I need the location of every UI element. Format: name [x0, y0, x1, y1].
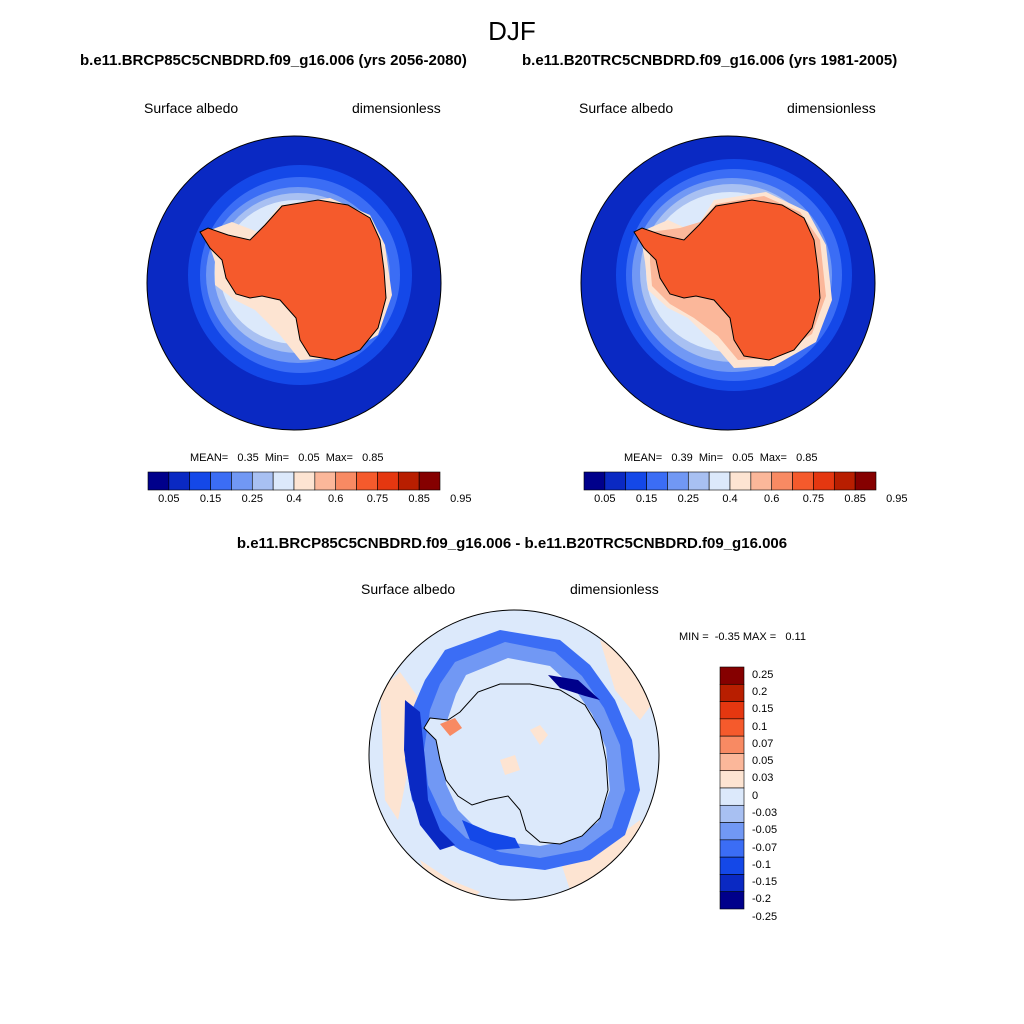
left-colorbar-tick-label: 0.85 — [408, 493, 430, 505]
right-colorbar — [583, 471, 877, 491]
diff-colorbar-box — [719, 683, 745, 702]
diff-colorbar-box — [719, 666, 745, 685]
diff-colorbar-ticks: 0.25 0.2 0.15 0.1 0.07 0.05 0.03 0 -0.03 -0.05 -0.… — [750, 667, 810, 923]
left-colorbar-tick-label: 0.95 — [450, 493, 472, 505]
right-colorbar-tick-label: 0.85 — [844, 493, 866, 505]
diff-colorbar-tick-label: -0.2 — [752, 893, 771, 906]
left-colorbar-tick-label: 0.05 — [158, 493, 180, 505]
left-variable-label: Surface albedo — [144, 100, 239, 116]
right-colorbar-box — [625, 471, 647, 491]
left-stats: MEAN= 0.35 Min= 0.05 Max= 0.85 — [190, 452, 384, 464]
left-colorbar-box — [397, 471, 420, 491]
right-colorbar-tick-label: 0.95 — [886, 493, 908, 505]
left-colorbar-box — [293, 471, 316, 491]
diff-colorbar-box — [719, 874, 745, 893]
left-colorbar-tick-label: 0.6 — [328, 493, 344, 505]
diff-stats: MIN = -0.35 MAX = 0.11 — [679, 631, 806, 643]
right-colorbar-box — [604, 471, 627, 491]
diff-colorbar-tick-label: 0.25 — [752, 668, 774, 681]
diff-case-title: b.e11.BRCP85C5CNBDRD.f09_g16.006 - b.e11… — [236, 535, 788, 552]
right-colorbar-box — [729, 471, 752, 491]
diff-colorbar-tick-label: 0.05 — [752, 755, 774, 768]
left-colorbar-box — [251, 471, 274, 491]
diff-colorbar-tick-label: -0.15 — [752, 876, 778, 889]
right-colorbar-box — [583, 471, 606, 491]
diff-colorbar-tick-label: 0.2 — [752, 685, 768, 698]
diff-colorbar-box — [719, 839, 745, 858]
diff-colorbar-tick-label: -0.03 — [752, 806, 778, 819]
right-antarctica-land — [633, 199, 821, 361]
diff-colorbar-box — [719, 822, 745, 841]
diff-colorbar-tick-label: -0.1 — [752, 858, 771, 871]
right-case-title: b.e11.B20TRC5CNBDRD.f09_g16.006 (yrs 198… — [522, 52, 898, 69]
diff-colorbar-box — [719, 856, 745, 875]
diff-colorbar-tick-label: 0.03 — [752, 772, 774, 785]
right-colorbar-box — [771, 471, 793, 491]
main-title: DJF — [488, 16, 536, 46]
diff-colorbar-tick-label: -0.05 — [752, 824, 778, 837]
left-colorbar-box — [356, 471, 378, 491]
right-colorbar-box — [750, 471, 773, 491]
right-colorbar-box — [708, 471, 731, 491]
diff-colorbar-box — [719, 804, 745, 823]
right-colorbar-tick-label: 0.15 — [635, 493, 658, 505]
left-colorbar-box — [231, 471, 253, 491]
left-colorbar-tick-label: 0.25 — [241, 493, 263, 505]
right-colorbar-box — [792, 471, 814, 491]
right-variable-label: Surface albedo — [579, 100, 674, 116]
diff-units-label: dimensionless — [570, 581, 659, 597]
right-colorbar-tick-label: 0.75 — [802, 493, 825, 505]
left-colorbar-tick-label: 0.75 — [366, 493, 389, 505]
diff-colorbar-box — [719, 787, 745, 806]
diff-colorbar-tick-label: -0.25 — [752, 910, 778, 923]
left-colorbar-box — [272, 471, 295, 491]
left-colorbar-box — [168, 471, 191, 491]
diff-colorbar-tick-label: 0 — [752, 789, 759, 802]
right-colorbar-box — [833, 471, 856, 491]
right-colorbar-tick-label: 0.4 — [722, 493, 738, 505]
diff-variable-label: Surface albedo — [361, 581, 456, 597]
right-colorbar-tick-label: 0.6 — [764, 493, 780, 505]
diff-colorbar-box — [719, 718, 745, 737]
right-colorbar-tick-label: 0.25 — [677, 493, 699, 505]
left-colorbar-ticks: 0.05 0.15 0.25 0.4 0.6 0.75 0.85 0.95 — [148, 493, 471, 507]
left-colorbar-box — [377, 471, 399, 491]
diff-albedo-field — [369, 610, 659, 900]
left-colorbar-tick-label: 0.4 — [286, 493, 302, 505]
left-colorbar-box — [147, 471, 170, 491]
left-colorbar-box — [314, 471, 337, 491]
diff-colorbar-box — [719, 701, 745, 720]
diff-colorbar-tick-label: 0.1 — [752, 720, 768, 733]
diff-colorbar — [719, 666, 745, 910]
diff-colorbar-box — [719, 735, 745, 754]
right-stats: MEAN= 0.39 Min= 0.05 Max= 0.85 — [624, 452, 818, 464]
left-colorbar-box — [210, 471, 232, 491]
left-units-label: dimensionless — [352, 100, 441, 116]
right-colorbar-ticks: 0.05 0.15 0.25 0.4 0.6 0.75 0.85 0.95 — [584, 493, 907, 507]
diff-colorbar-tick-label: 0.07 — [752, 737, 774, 750]
left-colorbar-box — [418, 471, 441, 491]
diff-colorbar-box — [719, 753, 745, 772]
diff-colorbar-tick-label: 0.15 — [752, 703, 774, 716]
left-albedo-field — [147, 136, 441, 430]
right-colorbar-box — [854, 471, 877, 491]
left-case-title: b.e11.BRCP85C5CNBDRD.f09_g16.006 (yrs 20… — [80, 52, 467, 69]
right-colorbar-tick-label: 0.05 — [594, 493, 616, 505]
right-colorbar-box — [646, 471, 668, 491]
left-colorbar-box — [335, 471, 357, 491]
right-albedo-field — [581, 136, 875, 430]
left-antarctica-land — [199, 199, 387, 361]
diff-colorbar-tick-label: -0.07 — [752, 841, 778, 854]
right-colorbar-box — [687, 471, 710, 491]
left-colorbar-box — [189, 471, 211, 491]
diff-colorbar-box — [719, 770, 745, 789]
left-colorbar-tick-label: 0.15 — [199, 493, 222, 505]
left-colorbar — [147, 471, 441, 491]
right-colorbar-box — [667, 471, 689, 491]
right-units-label: dimensionless — [787, 100, 876, 116]
diff-colorbar-box — [719, 891, 745, 910]
right-colorbar-box — [813, 471, 835, 491]
